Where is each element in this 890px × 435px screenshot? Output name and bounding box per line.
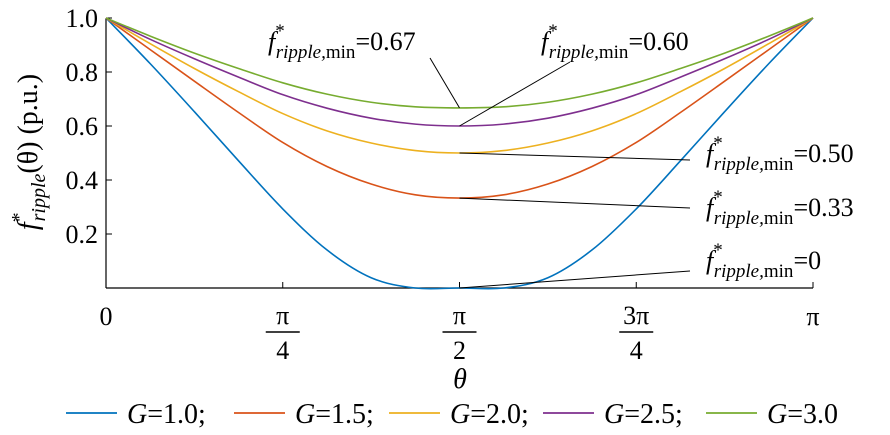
annotation-leader	[459, 61, 571, 127]
legend-item: G=2.0;	[389, 399, 529, 430]
legend-label: G=2.0;	[450, 399, 529, 430]
annotation-leader	[459, 197, 691, 209]
svg-text:π: π	[453, 301, 466, 330]
x-tick-label: π4	[265, 301, 300, 365]
x-tick-label: π	[806, 302, 819, 331]
annotation-label: f* ripple,min=0	[706, 240, 821, 282]
annotation-leader	[429, 57, 460, 109]
legend-label: G=2.5;	[604, 399, 683, 430]
legend: G=1.0; G=1.5; G=2.0; G=2.5; G=3.0	[66, 399, 838, 430]
y-tick-label: 0.4	[66, 166, 99, 195]
svg-text:4: 4	[630, 336, 643, 365]
annotation-leader	[459, 152, 691, 161]
annotation-label: f* ripple,min=0.50	[706, 133, 854, 175]
legend-item: G=3.0	[706, 399, 838, 430]
series-line-4	[105, 17, 814, 127]
legend-label: G=3.0	[767, 399, 838, 430]
svg-text:3π: 3π	[623, 301, 649, 330]
svg-text:π: π	[276, 301, 289, 330]
y-axis-label: f*ripple(θ) (p.u.)	[8, 74, 50, 230]
x-tick-label: 3π4	[619, 301, 654, 365]
y-tick-label: 0.8	[66, 58, 99, 87]
annotation-label: f* ripple,min=0.60	[541, 21, 689, 63]
annotation-layer: f* ripple,min=0.67 f* ripple,min=0.60 f* ripp…	[268, 21, 854, 289]
x-tick-label: π2	[442, 301, 477, 365]
y-tick-label: 1.0	[66, 4, 99, 33]
legend-item: G=2.5;	[543, 399, 683, 430]
series-line-1	[105, 17, 814, 290]
x-axis-label: θ	[453, 364, 467, 395]
legend-label: G=1.0;	[127, 399, 206, 430]
series-line-3	[105, 17, 814, 154]
svg-text:4: 4	[276, 336, 289, 365]
annotation-label: f* ripple,min=0.67	[268, 21, 416, 63]
svg-text:2: 2	[453, 336, 466, 365]
x-tick-label: 0	[100, 302, 113, 331]
series-line-2	[105, 17, 814, 199]
annotation-leader	[459, 270, 691, 289]
annotation-label: f* ripple,min=0.33	[706, 187, 854, 229]
legend-label: G=1.5;	[295, 399, 374, 430]
legend-item: G=1.0;	[66, 399, 206, 430]
y-tick-label: 0.2	[66, 220, 99, 249]
legend-item: G=1.5;	[234, 399, 374, 430]
y-tick-label: 0.6	[66, 112, 99, 141]
